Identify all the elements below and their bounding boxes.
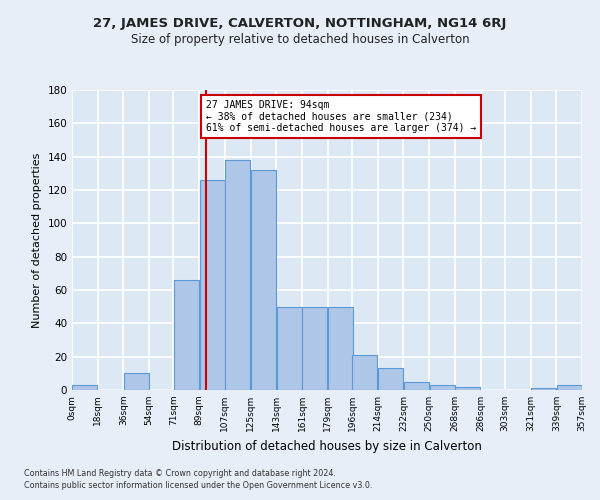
Text: 27, JAMES DRIVE, CALVERTON, NOTTINGHAM, NG14 6RJ: 27, JAMES DRIVE, CALVERTON, NOTTINGHAM, … bbox=[94, 18, 506, 30]
Bar bbox=[531, 388, 556, 390]
Bar bbox=[277, 306, 302, 390]
Bar bbox=[251, 170, 276, 390]
X-axis label: Distribution of detached houses by size in Calverton: Distribution of detached houses by size … bbox=[172, 440, 482, 452]
Text: Contains HM Land Registry data © Crown copyright and database right 2024.: Contains HM Land Registry data © Crown c… bbox=[24, 468, 336, 477]
Bar bbox=[174, 280, 199, 390]
Bar bbox=[404, 382, 429, 390]
Bar bbox=[455, 386, 480, 390]
Bar bbox=[302, 306, 328, 390]
Bar bbox=[73, 385, 97, 390]
Y-axis label: Number of detached properties: Number of detached properties bbox=[32, 152, 42, 328]
Bar bbox=[225, 160, 250, 390]
Bar bbox=[378, 368, 403, 390]
Bar bbox=[430, 385, 455, 390]
Text: Contains public sector information licensed under the Open Government Licence v3: Contains public sector information licen… bbox=[24, 481, 373, 490]
Bar bbox=[199, 180, 224, 390]
Bar bbox=[557, 385, 581, 390]
Bar bbox=[124, 374, 149, 390]
Text: 27 JAMES DRIVE: 94sqm
← 38% of detached houses are smaller (234)
61% of semi-det: 27 JAMES DRIVE: 94sqm ← 38% of detached … bbox=[206, 100, 476, 133]
Bar bbox=[328, 306, 353, 390]
Bar bbox=[352, 355, 377, 390]
Text: Size of property relative to detached houses in Calverton: Size of property relative to detached ho… bbox=[131, 32, 469, 46]
